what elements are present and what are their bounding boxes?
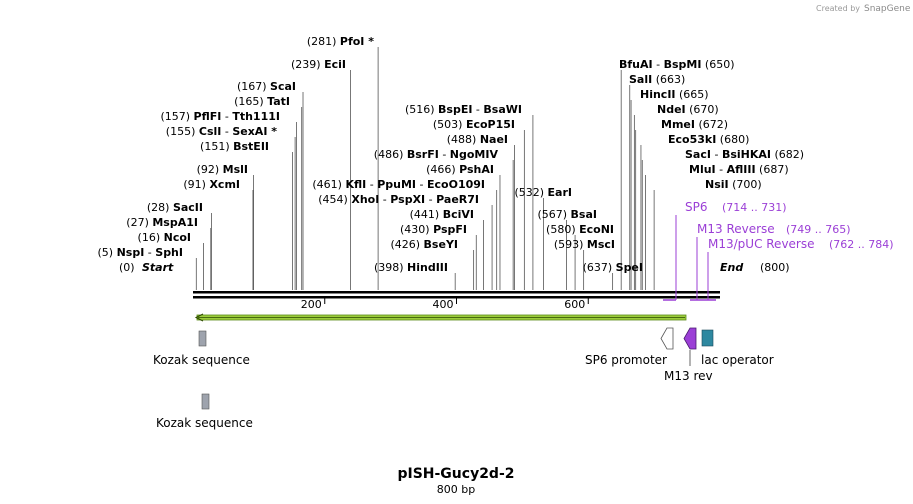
site-label: (532) EarI (514, 186, 572, 199)
primer-sp6-name: SP6 (685, 200, 708, 214)
end-label: End (720, 261, 743, 274)
site-label: NdeI (670) (657, 103, 719, 116)
kozak-sequence-box-2 (201, 393, 210, 410)
site-label: Eco53kI (680) (668, 133, 749, 146)
primer-m13-reverse-range: (749 .. 765) (786, 223, 851, 236)
site-label: (91) XcmI (183, 178, 240, 191)
orf-arrow-head (194, 313, 204, 322)
site-label: (503) EcoP15I (433, 118, 515, 131)
kozak-sequence-box (198, 330, 207, 347)
orf-arrow (194, 313, 687, 322)
site-label: (466) PshAI (426, 163, 494, 176)
features: Kozak sequence Kozak sequence SP6 promot… (153, 327, 774, 430)
site-label: (593) MscI (554, 238, 615, 251)
site-label: (454) XhoI - PspXI - PaeR7I (318, 193, 479, 206)
sequence-strand-bottom (193, 296, 720, 299)
site-label: (637) SpeI (583, 261, 643, 274)
sp6-promoter-label: SP6 promoter (585, 353, 667, 367)
site-label: (5) NspI - SphI (97, 246, 183, 259)
site-label: (516) BspEI - BsaWI (405, 103, 522, 116)
sp6-promoter-arrow (660, 327, 674, 350)
ruler-ticks: 200 400 600 (301, 298, 589, 311)
site-label: (155) CslI - SexAI * (166, 125, 277, 138)
site-label: SacI - BsiHKAI (682) (685, 148, 804, 161)
end-position: (800) (760, 261, 790, 274)
tick-label: 400 (433, 298, 454, 311)
site-label: (486) BsrFI - NgoMIV (374, 148, 499, 161)
site-label: MluI - AflIII (687) (689, 163, 789, 176)
kozak-sequence-label-2: Kozak sequence (156, 416, 253, 430)
site-label: (488) NaeI (447, 133, 508, 146)
site-label: (281) PfoI * (307, 35, 374, 48)
tick-label: 200 (301, 298, 322, 311)
primer-m13-puc-reverse-range: (762 .. 784) (829, 238, 894, 251)
site-label: (27) MspA1I (126, 216, 198, 229)
site-label: NsiI (700) (705, 178, 762, 191)
site-label: (426) BseYI (390, 238, 458, 251)
site-label: (28) SacII (147, 201, 203, 214)
start-label: Start (142, 261, 174, 274)
site-lines (195, 47, 655, 290)
map-title: pISH-Gucy2d-2 (397, 466, 514, 482)
primer-sp6-range: (714 .. 731) (722, 201, 787, 214)
site-label: MmeI (672) (661, 118, 728, 131)
site-label: BfuAI - BspMI (650) (619, 58, 735, 71)
map-length: 800 bp (437, 483, 475, 496)
kozak-sequence-label: Kozak sequence (153, 353, 250, 367)
site-label: (16) NcoI (138, 231, 191, 244)
site-label: (165) TatI (234, 95, 290, 108)
m13-rev-arrow (683, 327, 697, 350)
credit-brand: SnapGene (864, 4, 911, 14)
site-label: (167) ScaI (237, 80, 296, 93)
site-label: (580) EcoNI (546, 223, 614, 236)
lac-operator-box (701, 329, 714, 347)
sequence-strand-top (193, 291, 720, 294)
site-labels: (5) NspI - SphI (16) NcoI (27) MspA1I (28) … (97, 35, 804, 274)
start-position: (0) (119, 261, 135, 274)
site-label: (567) BsaI (537, 208, 597, 221)
tick-label: 600 (564, 298, 585, 311)
site-label: (239) EciI (291, 58, 346, 71)
site-label: (430) PspFI (400, 223, 467, 236)
primers: SP6 (714 .. 731) M13 Reverse (749 .. 765… (663, 200, 894, 301)
site-label: (461) KflI - PpuMI - EcoO109I (312, 178, 485, 191)
site-label: (92) MslI (197, 163, 248, 176)
site-label: (398) HindIII (374, 261, 448, 274)
credit-prefix: Created by (816, 4, 860, 13)
site-label: (157) PflFI - Tth111I (160, 110, 280, 123)
site-label: SalI (663) (629, 73, 685, 86)
site-label: HincII (665) (640, 88, 709, 101)
site-label: (151) BstEII (200, 140, 269, 153)
m13-rev-label: M13 rev (664, 369, 713, 383)
primer-m13-puc-reverse-name: M13/pUC Reverse (708, 237, 815, 251)
primer-m13-reverse-name: M13 Reverse (697, 222, 775, 236)
site-label: (441) BciVI (410, 208, 474, 221)
lac-operator-label: lac operator (701, 353, 774, 367)
